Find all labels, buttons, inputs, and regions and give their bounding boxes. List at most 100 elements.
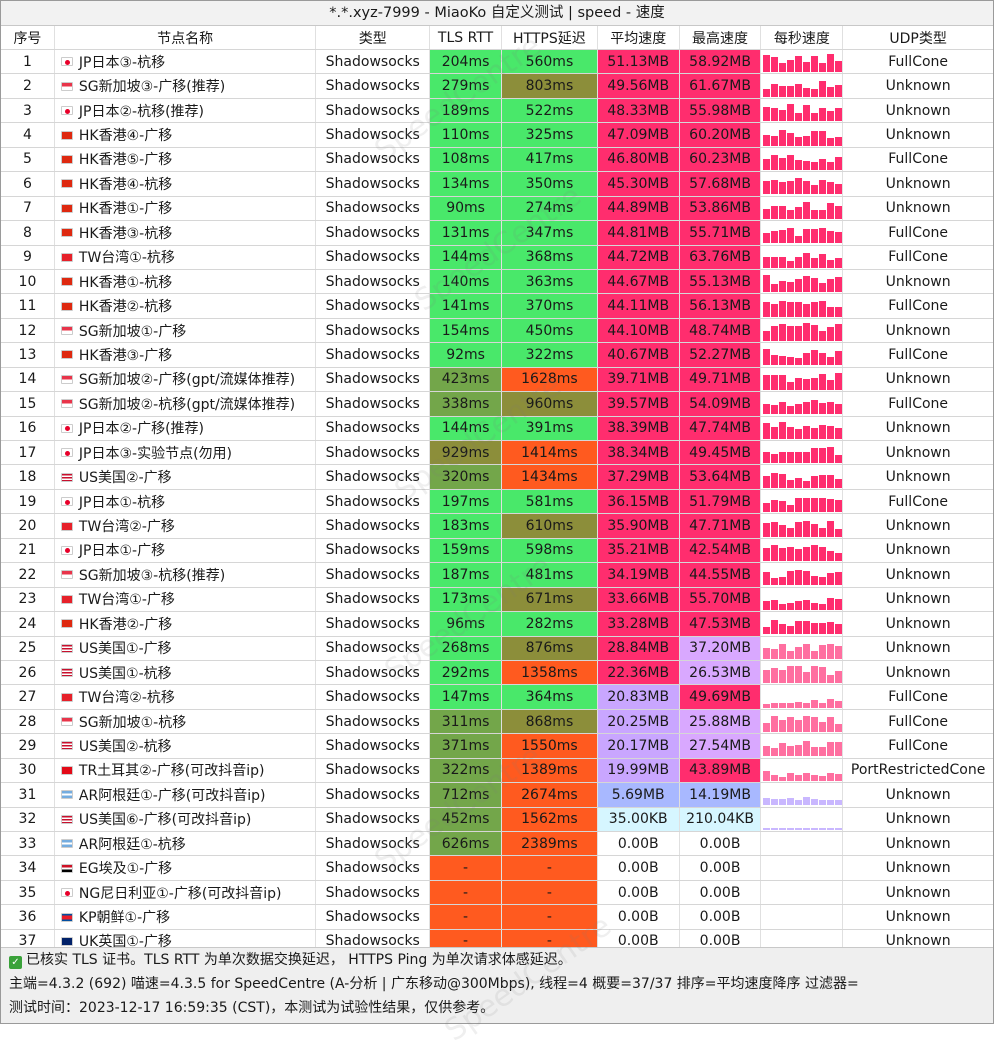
speed-bar	[810, 747, 818, 757]
table-row: 11 HK香港②-杭移 Shadowsocks 141ms 370ms 44.11MB 56…	[1, 294, 993, 319]
speed-bar	[834, 306, 842, 317]
avg-speed: 22.36MB	[597, 660, 680, 685]
per-second-speed-sparkline	[761, 807, 844, 831]
speed-bar	[834, 827, 842, 830]
node-type: Shadowsocks	[316, 612, 431, 636]
speed-bar	[762, 798, 770, 806]
node-name: US美国①-广移	[78, 641, 172, 658]
speed-bar	[778, 776, 786, 781]
node-name-cell: JP日本①-广移	[55, 538, 317, 563]
udp-type: FullCone	[888, 689, 949, 706]
speed-bar	[762, 256, 770, 268]
speed-bar	[794, 137, 802, 146]
speed-bar	[818, 300, 826, 317]
speed-bar	[778, 422, 786, 439]
speed-bar	[826, 87, 834, 97]
node-name-cell: SG新加坡②-广移(gpt/流媒体推荐)	[55, 367, 317, 392]
max-speed: 49.45MB	[679, 441, 762, 465]
speed-bar	[794, 55, 802, 73]
speed-bar	[818, 747, 826, 757]
speed-bar	[834, 85, 842, 97]
table-row: 31 AR阿根廷①-广移(可改抖音ip) Shadowsocks 712ms 2674m…	[1, 783, 993, 808]
tls-rtt: 144ms	[430, 416, 502, 440]
speed-bar	[778, 157, 786, 170]
node-name: HK香港④-杭移	[78, 176, 173, 193]
flag-tw-icon	[60, 252, 73, 262]
table-row: 23 TW台湾①-广移 Shadowsocks 173ms 671ms 33.66MB 55…	[1, 587, 993, 613]
udp-type: PortRestrictedCone	[850, 762, 986, 779]
speed-bar	[810, 717, 818, 733]
flag-hk-icon	[60, 179, 73, 189]
row-index: 31	[1, 783, 55, 807]
window-title: *.*.xyz-7999 - MiaoKo 自定义测试 | speed - 速度	[1, 1, 993, 26]
speed-bar	[818, 800, 826, 806]
speed-bar	[786, 180, 794, 195]
speed-bar	[794, 325, 802, 342]
udp-type: Unknown	[885, 175, 951, 192]
speed-bar	[770, 108, 778, 122]
per-second-speed-sparkline	[761, 318, 844, 343]
node-name-cell: JP日本②-杭移(推荐)	[55, 98, 317, 123]
table-row: 2 SG新加坡③-广移(推荐) Shadowsocks 279ms 803ms 49.56…	[1, 74, 993, 99]
speed-bar	[762, 349, 770, 366]
speed-bar	[810, 130, 818, 146]
speed-bar	[802, 521, 810, 537]
node-name-cell: UK英国①-广移	[55, 929, 317, 954]
node-name-cell: HK香港①-杭移	[55, 269, 317, 294]
speed-bar	[762, 648, 770, 659]
table-row: 30 TR土耳其②-广移(可改抖音ip) Shadowsocks 322ms 1389m…	[1, 758, 993, 784]
speed-bar	[834, 428, 842, 439]
per-second-speed-sparkline	[761, 636, 844, 660]
speed-bar	[818, 353, 826, 366]
node-name-cell: HK香港④-广移	[55, 123, 317, 147]
row-index: 3	[1, 98, 55, 123]
udp-type: Unknown	[885, 78, 951, 95]
https-latency: 481ms	[502, 563, 598, 587]
table-row: 32 US美国⑥-广移(可改抖音ip) Shadowsocks 452ms 1562ms…	[1, 807, 993, 832]
speed-bar	[778, 230, 786, 244]
max-speed: 0.00B	[679, 856, 762, 880]
node-name: EG埃及①-广移	[78, 861, 173, 878]
speed-bar	[786, 209, 794, 219]
speed-bar	[794, 601, 802, 610]
tls-rtt: 320ms	[430, 465, 502, 489]
speed-bar	[818, 448, 826, 464]
speed-bar	[818, 576, 826, 586]
udp-type: Unknown	[885, 591, 951, 608]
row-index: 23	[1, 587, 55, 612]
node-name-cell: US美国①-广移	[55, 636, 317, 660]
avg-speed: 37.29MB	[597, 465, 680, 489]
footer-line-time: 测试时间：2023-12-17 16:59:35 (CST)，本测试为试验性结果…	[9, 1000, 495, 1016]
node-type: Shadowsocks	[316, 856, 431, 880]
max-speed: 57.68MB	[679, 172, 762, 196]
node-type: Shadowsocks	[316, 709, 431, 734]
speed-bar	[826, 307, 834, 317]
speed-bar	[762, 422, 770, 439]
udp-type: Unknown	[885, 371, 951, 388]
tls-rtt: 96ms	[430, 612, 502, 636]
row-index: 2	[1, 74, 55, 98]
node-type: Shadowsocks	[316, 514, 431, 538]
avg-speed: 35.21MB	[597, 538, 680, 563]
speed-bar	[786, 665, 794, 684]
node-type: Shadowsocks	[316, 367, 431, 392]
speed-bar	[778, 473, 786, 488]
udp-type: FullCone	[888, 53, 949, 70]
speed-bar	[786, 746, 794, 757]
udp-type: Unknown	[885, 469, 951, 486]
node-type: Shadowsocks	[316, 50, 431, 74]
flag-hk-icon	[60, 350, 73, 360]
row-index: 37	[1, 929, 55, 954]
speed-bar	[818, 776, 826, 781]
node-name-cell: TW台湾②-杭移	[55, 685, 317, 709]
node-type: Shadowsocks	[316, 196, 431, 221]
speed-bar	[810, 774, 818, 781]
per-second-speed-sparkline	[761, 929, 844, 954]
speed-bar	[770, 649, 778, 659]
table-row: 19 JP日本①-杭移 Shadowsocks 197ms 581ms 36.15MB 51…	[1, 489, 993, 515]
speed-bar	[778, 624, 786, 635]
per-second-speed-sparkline	[761, 392, 844, 416]
tls-rtt: 322ms	[430, 758, 502, 783]
table-row: 9 TW台湾①-杭移 Shadowsocks 144ms 368ms 44.72MB 63.…	[1, 245, 993, 270]
avg-speed: 38.34MB	[597, 441, 680, 465]
